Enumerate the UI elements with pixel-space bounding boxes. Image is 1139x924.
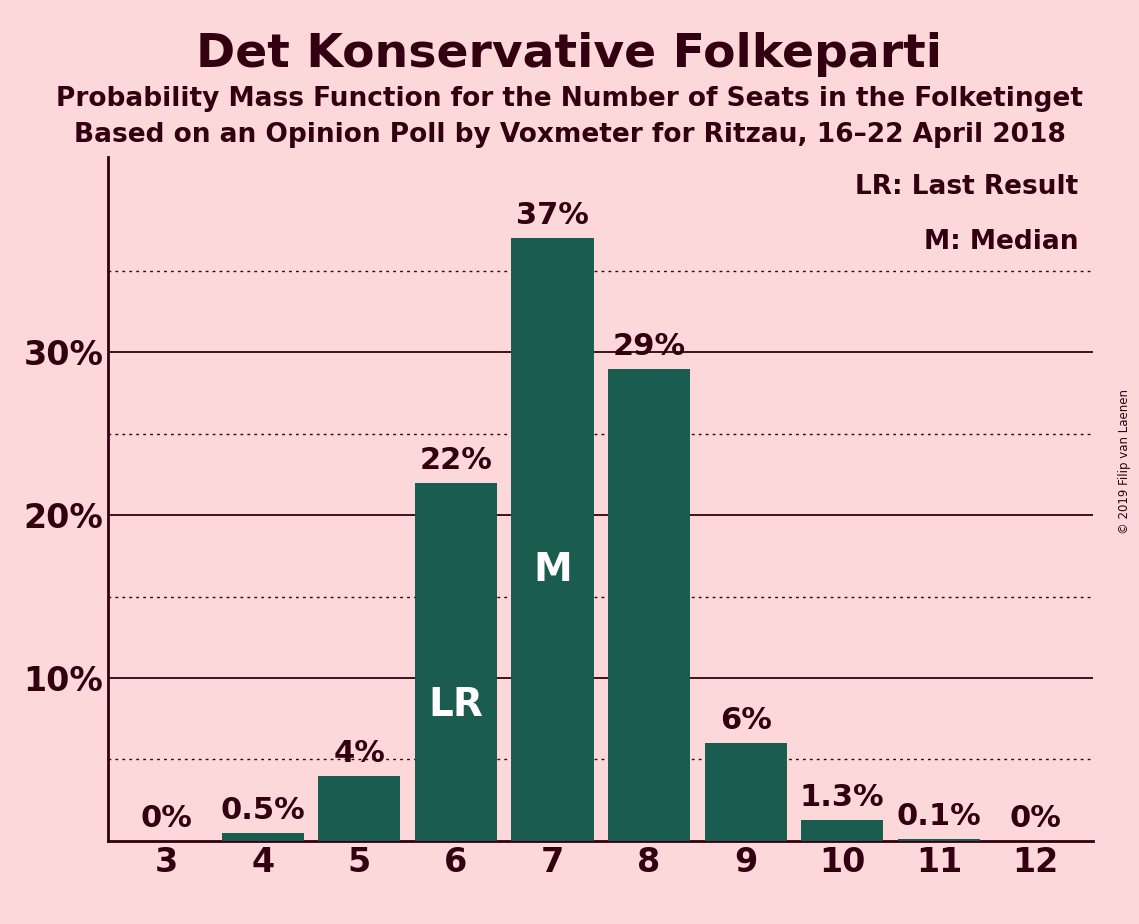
Text: 4%: 4% [334,738,385,768]
Text: 1.3%: 1.3% [800,783,885,811]
Bar [898,839,980,841]
Text: 0%: 0% [1009,804,1062,833]
Bar [801,820,884,841]
Text: LR: LR [428,686,483,723]
Bar [415,482,497,841]
Text: 6%: 6% [720,706,771,735]
Bar [318,776,401,841]
Bar [705,743,787,841]
Text: 22%: 22% [419,445,492,475]
Text: 0%: 0% [140,804,192,833]
Text: LR: Last Result: LR: Last Result [855,175,1079,201]
Text: 29%: 29% [613,332,686,360]
Text: Det Konservative Folkeparti: Det Konservative Folkeparti [197,32,942,78]
Bar [511,238,593,841]
Text: Probability Mass Function for the Number of Seats in the Folketinget: Probability Mass Function for the Number… [56,86,1083,112]
Text: 0.5%: 0.5% [220,796,305,824]
Text: M: Median: M: Median [924,229,1079,255]
Text: 0.1%: 0.1% [896,802,982,831]
Bar [222,833,304,841]
Text: Based on an Opinion Poll by Voxmeter for Ritzau, 16–22 April 2018: Based on an Opinion Poll by Voxmeter for… [74,122,1065,148]
Text: M: M [533,551,572,589]
Text: © 2019 Filip van Laenen: © 2019 Filip van Laenen [1118,390,1131,534]
Bar [608,369,690,841]
Text: 37%: 37% [516,201,589,230]
